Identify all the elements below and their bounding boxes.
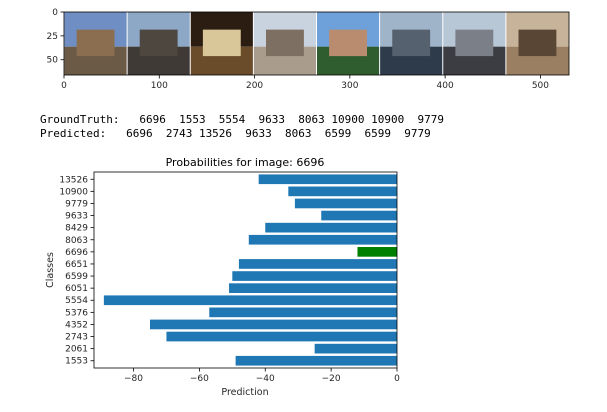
thumbnail-subject [76, 29, 115, 57]
image-strip-x-tick-label: 200 [246, 81, 263, 91]
thumbnail-subject [392, 29, 431, 57]
bar-10900 [288, 186, 397, 197]
y-tick-label: 6696 [65, 248, 88, 258]
bar-2743 [166, 331, 397, 342]
y-tick-label: 10900 [59, 187, 88, 197]
bar-1553 [235, 355, 397, 366]
image-strip-x-tick-label: 400 [437, 81, 454, 91]
thumbnail-subject [329, 29, 367, 57]
image-strip-x-tick-label: 300 [341, 81, 358, 91]
image-strip-y-tick-label: 0 [52, 8, 58, 18]
image-strip-frame [63, 11, 570, 76]
bar-5376 [209, 307, 397, 318]
thumb-interior [189, 12, 254, 75]
probability-bar-chart: Probabilities for image: 6696 −80 −60 −40−… [45, 156, 400, 398]
thumbnail-subject [139, 29, 178, 57]
thumb-square [252, 12, 317, 75]
image-strip-y-ticks: 0 25 50 [47, 8, 64, 66]
y-tick-label: 9779 [65, 199, 88, 209]
thumb-palace [63, 12, 128, 75]
y-tick-label: 9633 [65, 212, 88, 222]
y-tick-label: 8063 [65, 236, 88, 246]
x-tick-label: −20 [322, 374, 341, 384]
x-tick-label: −80 [124, 374, 143, 384]
image-strip-x-tick-label: 100 [151, 81, 168, 91]
x-tick-label: 0 [394, 374, 400, 384]
ground-truth-line: GroundTruth: 6696 1553 5554 9633 8063 10… [40, 113, 444, 126]
bar-13526 [258, 174, 397, 185]
image-strip-x-tick-label: 500 [532, 81, 549, 91]
image-strip-x-tick-label: 0 [61, 81, 67, 91]
chart-title: Probabilities for image: 6696 [166, 156, 325, 169]
thumbnail-row [63, 12, 569, 75]
thumb-riverside [379, 12, 443, 75]
bar-series [103, 174, 397, 366]
y-axis-label: Classes [45, 252, 56, 288]
bar-2061 [314, 343, 397, 354]
chart-x-ticks: −80 −60 −40 −20 0 [124, 368, 400, 384]
y-tick-label: 6599 [65, 272, 88, 282]
bar-6599 [232, 271, 397, 281]
image-strip-y-tick-label: 25 [47, 32, 58, 42]
predicted-line: Predicted: 6696 2743 13526 9633 8063 659… [40, 127, 431, 140]
y-tick-label: 8429 [65, 224, 88, 234]
bar-9779 [294, 198, 397, 209]
x-axis-label: Prediction [221, 387, 268, 398]
thumbnail-subject [518, 29, 557, 57]
chart-y-ticks: 1553 2061 2743 4352 5376 5554 6051 6599 6651 6696… [59, 175, 94, 367]
thumb-dome-church [126, 12, 191, 75]
y-tick-label: 6651 [65, 260, 88, 270]
bar-5554 [103, 295, 397, 306]
bar-9633 [321, 210, 397, 221]
y-tick-label: 5376 [65, 308, 88, 318]
bar-6696 [357, 247, 397, 257]
x-tick-label: −40 [256, 374, 275, 384]
y-tick-label: 4352 [65, 320, 88, 330]
image-strip-y-tick-label: 50 [47, 56, 59, 66]
bar-4352 [149, 319, 397, 330]
y-tick-label: 13526 [59, 175, 88, 185]
y-tick-label: 1553 [65, 357, 88, 367]
thumbnail-subject [202, 29, 241, 57]
thumb-group-city [442, 12, 506, 75]
image-strip: 0 100 200 300 400 500 0 25 50 [47, 8, 570, 91]
thumbnail-subject [455, 29, 494, 57]
bar-8063 [248, 234, 397, 245]
y-tick-label: 2061 [65, 345, 88, 355]
y-tick-label: 5554 [65, 296, 88, 306]
thumb-mosque [316, 12, 380, 75]
bar-6051 [229, 283, 397, 293]
chart-frame [93, 171, 398, 369]
y-tick-label: 2743 [65, 333, 88, 343]
thumb-courtyard [505, 12, 569, 75]
bar-8429 [265, 222, 397, 233]
x-tick-label: −60 [190, 374, 209, 384]
y-tick-label: 6051 [65, 284, 88, 294]
thumbnail-subject [266, 29, 304, 57]
image-strip-x-ticks: 0 100 200 300 400 500 [61, 75, 549, 91]
bar-6651 [238, 259, 397, 269]
